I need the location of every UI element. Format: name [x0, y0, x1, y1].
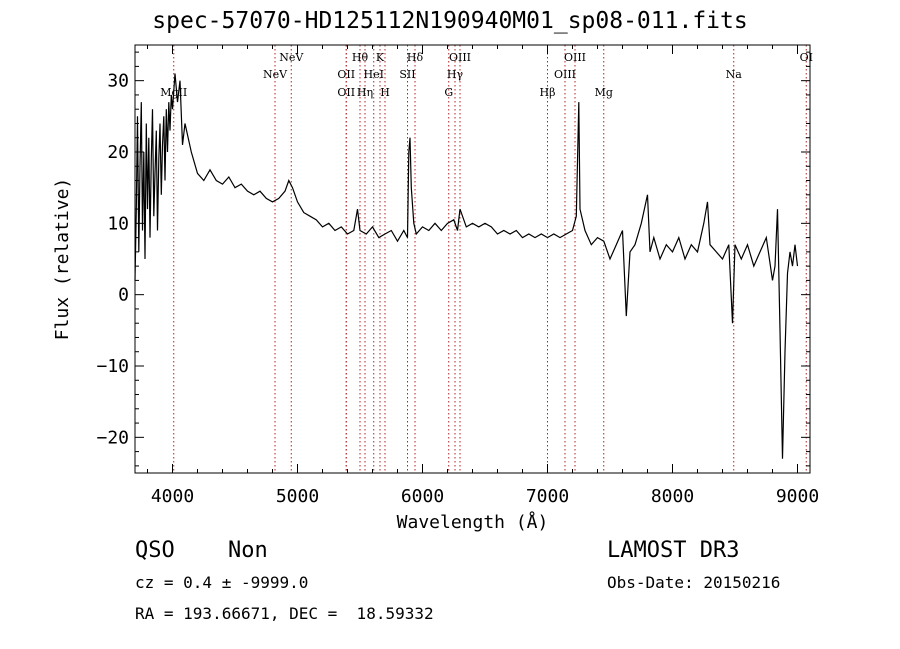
- x-tick-label-4: 8000: [651, 486, 694, 507]
- object-subclass: Non: [228, 538, 268, 563]
- y-tick-label-5: 30: [107, 71, 129, 92]
- x-tick-label-0: 4000: [151, 486, 194, 507]
- x-tick-label-5: 9000: [776, 486, 819, 507]
- plot-frame: [134, 44, 811, 474]
- line-label-12: G: [444, 86, 453, 99]
- chart-title: spec-57070-HD125112N190940M01_sp08-011.f…: [152, 8, 748, 34]
- observation-date: Obs-Date: 20150216: [607, 573, 781, 592]
- line-label-15: Hβ: [540, 86, 556, 99]
- y-tick-label-1: −10: [96, 356, 129, 377]
- y-tick-label-3: 10: [107, 213, 129, 234]
- object-class: QSO: [135, 538, 175, 563]
- y-tick-label-0: −20: [96, 427, 129, 448]
- x-axis-label: Wavelength (Å): [397, 511, 549, 533]
- emission-line-markers: [173, 45, 807, 473]
- line-label-16: OIII: [554, 68, 576, 81]
- line-label-4: OII: [337, 68, 355, 81]
- line-label-2: NeV: [279, 51, 304, 64]
- line-label-9: H: [380, 86, 390, 99]
- axis-ticks: 4000 5000 6000 7000 8000 9000 −20 −10 0 10 20 30: [96, 45, 819, 507]
- line-label-17: OIII: [564, 51, 586, 64]
- line-label-20: OI: [800, 51, 813, 64]
- x-tick-label-2: 6000: [401, 486, 444, 507]
- redshift-readout: cz = 0.4 ± -9999.0: [135, 573, 309, 592]
- line-label-3: OII: [337, 86, 355, 99]
- line-label-19: Na: [726, 68, 743, 81]
- line-label-5: Hθ: [352, 51, 369, 64]
- spectrum-series-line: [134, 73, 799, 459]
- emission-line-labels: MgIINeVNeVOIIOIIHθHηHeIKHSIIHδGHγOIIIHβO…: [160, 51, 813, 99]
- x-tick-label-1: 5000: [276, 486, 319, 507]
- coordinates-readout: RA = 193.66671, DEC = 18.59332: [135, 604, 434, 623]
- line-label-7: HeI: [364, 68, 384, 81]
- line-label-18: Mg: [595, 86, 613, 99]
- line-label-14: OIII: [449, 51, 471, 64]
- y-tick-label-2: 0: [118, 285, 129, 306]
- y-axis-label: Flux (relative): [52, 178, 73, 341]
- line-label-11: Hδ: [407, 51, 424, 64]
- line-label-6: Hη: [357, 86, 373, 99]
- line-label-10: SII: [399, 68, 415, 81]
- line-label-8: K: [376, 51, 385, 64]
- x-tick-label-3: 7000: [526, 486, 569, 507]
- y-tick-label-4: 20: [107, 142, 129, 163]
- line-label-13: Hγ: [447, 68, 464, 81]
- survey-name: LAMOST DR3: [607, 538, 740, 563]
- line-label-1: NeV: [263, 68, 288, 81]
